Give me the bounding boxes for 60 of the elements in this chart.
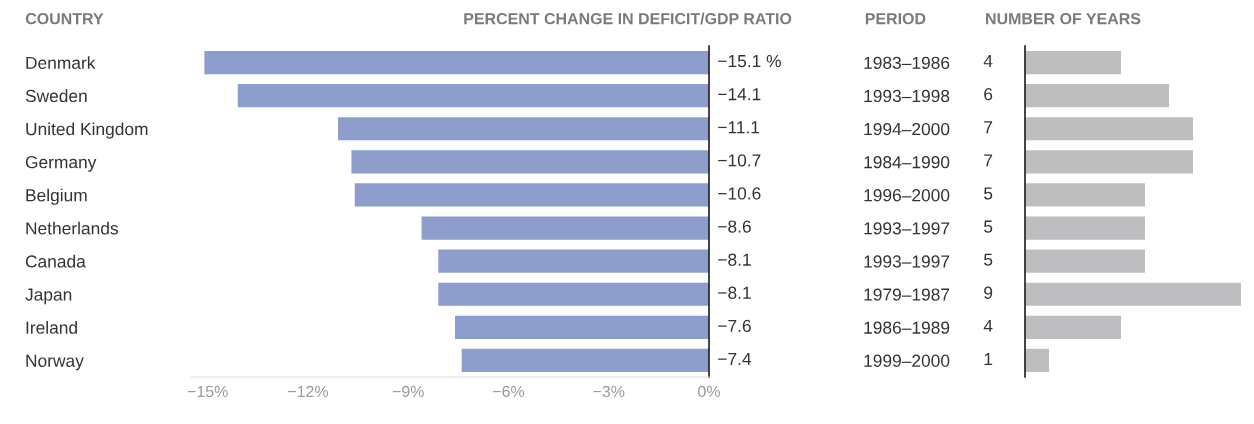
bar: [1025, 249, 1145, 273]
data-label: −8.1: [718, 253, 751, 266]
y-tick-label: Japan: [25, 288, 72, 305]
y-tick-label: 1993–1998: [864, 89, 950, 103]
data-label: 4: [983, 319, 993, 332]
x-tick-label: −6%: [493, 385, 525, 398]
y-tick-label: 1999–2000: [864, 354, 950, 367]
data-label: −7.6: [718, 319, 751, 333]
data-label: 5: [984, 187, 993, 200]
y-tick-label: 1993–1997: [864, 222, 950, 235]
bar: [1025, 183, 1145, 207]
y-tick-label: Ireland: [26, 321, 77, 334]
data-label: 1: [984, 353, 993, 365]
y-tick-label: United Kingdom: [26, 122, 148, 139]
y-tick-label: 1986–1989: [864, 321, 950, 334]
y-tick-label: 1979–1987: [864, 288, 950, 301]
data-label: −11.1: [718, 121, 760, 134]
y-tick-label: Netherlands: [26, 221, 118, 235]
data-label: 5: [984, 220, 993, 233]
bar: [1025, 315, 1121, 339]
y-tick-label: Germany: [25, 156, 97, 172]
data-label: −14.1: [718, 88, 761, 101]
y-tick-label: 1994–2000: [864, 122, 950, 136]
y-tick-label: Canada: [25, 254, 86, 268]
y-tick-label: Belgium: [26, 188, 87, 205]
data-label: 6: [984, 88, 993, 101]
data-label: 4: [983, 55, 993, 68]
x-tick-label: −12%: [288, 385, 329, 397]
data-label: −15.1 %: [718, 54, 781, 68]
data-label: −8.1: [718, 286, 751, 299]
bar: [1025, 117, 1193, 141]
bar: [1025, 150, 1193, 174]
x-tick-label: −15%: [187, 385, 228, 398]
x-tick-label: −9%: [392, 385, 424, 398]
y-tick-label: 1996–2000: [864, 189, 950, 202]
y-tick-label: Denmark: [26, 56, 96, 70]
data-label: −10.6: [718, 187, 761, 200]
bar: [1025, 348, 1049, 373]
bar: [1025, 282, 1241, 306]
data-label: −8.6: [718, 220, 751, 233]
y-tick-label: 1983–1986: [864, 56, 950, 70]
data-label: 7: [984, 121, 993, 134]
data-label: 7: [984, 154, 993, 167]
x-tick-label: −3%: [593, 385, 625, 398]
y-tick-label: Norway: [26, 354, 84, 371]
data-label: −7.4: [718, 353, 752, 365]
y-tick-label: 1993–1997: [864, 255, 950, 268]
x-tick-label: 0%: [698, 385, 720, 398]
y-axis-title: COUNTRY: [25, 12, 104, 25]
bar: [1025, 216, 1145, 240]
chart-title: NUMBER OF YEARS: [986, 12, 1141, 25]
data-label: −10.7: [718, 154, 761, 167]
y-axis-title: PERIOD: [865, 12, 926, 25]
data-label: 5: [984, 253, 993, 266]
bar: [1025, 84, 1169, 108]
bar: [1025, 50, 1121, 75]
chart-title: PERCENT CHANGE IN DEFICIT/GDP RATIO: [464, 12, 792, 25]
data-label: 9: [984, 286, 993, 299]
y-tick-label: Sweden: [25, 89, 87, 103]
y-tick-label: 1984–1990: [864, 156, 950, 169]
